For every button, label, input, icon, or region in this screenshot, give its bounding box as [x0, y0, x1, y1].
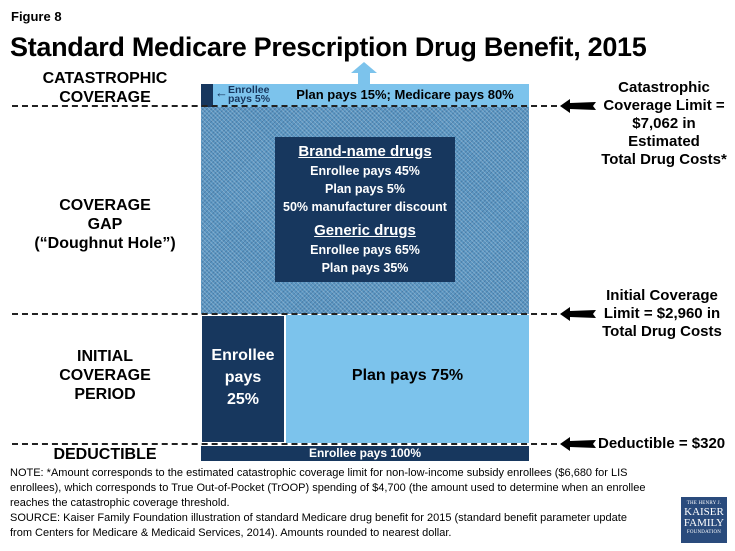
limit-line: Coverage Limit =	[603, 97, 725, 114]
initial-plan-label: Plan pays 75%	[351, 367, 464, 384]
figure-label: Figure 8	[11, 9, 62, 24]
limit-line: Total Drug Costs*	[601, 151, 727, 168]
up-arrow-icon	[351, 62, 377, 85]
label-line: Enrollee	[228, 84, 270, 96]
catastrophic-plan-label: Plan pays 15%; Medicare pays 80%	[296, 87, 514, 102]
phase-label-catastrophic: CATASTROPHIC COVERAGE	[15, 69, 195, 107]
logo-line: THE HENRY J.	[686, 501, 722, 506]
generic-line: Enrollee pays 65%	[310, 243, 420, 257]
kff-logo: THE HENRY J. KAISER FAMILY FOUNDATION	[681, 497, 727, 543]
brand-name-header: Brand-name drugs	[298, 143, 432, 160]
phase-line: CATASTROPHIC	[42, 70, 168, 87]
left-arrow-icon	[560, 307, 596, 321]
note-line: reaches the catastrophic coverage thresh…	[10, 497, 230, 509]
logo-line: FAMILY	[683, 517, 725, 529]
limit-line: $7,062 in	[632, 115, 696, 132]
footnote: NOTE: *Amount corresponds to the estimat…	[10, 466, 660, 541]
catastrophic-enrollee-label: ← Enrollee pays 5%	[215, 84, 271, 105]
note-line: from Centers for Medicare & Medicaid Ser…	[10, 527, 452, 539]
logo-line: KAISER	[684, 506, 724, 518]
initial-enrollee-label: Enrollee pays 25%	[201, 345, 285, 411]
left-arrow-icon	[560, 437, 596, 451]
label-line: Enrollee	[211, 347, 275, 364]
limit-line: Catastrophic	[618, 79, 710, 96]
phase-line: INITIAL	[77, 348, 133, 365]
label-line: pays	[224, 369, 262, 386]
note-line: NOTE: *Amount corresponds to the estimat…	[10, 467, 628, 479]
left-arrow-small-icon: ←	[215, 85, 228, 100]
phase-line: PERIOD	[74, 386, 136, 403]
phase-line: (“Doughnut Hole”)	[34, 235, 176, 252]
label-line: 25%	[226, 391, 260, 408]
note-line: SOURCE: Kaiser Family Foundation illustr…	[10, 512, 627, 524]
note-line: enrollees), which corresponds to True Ou…	[10, 482, 646, 494]
generic-header: Generic drugs	[314, 222, 416, 239]
catastrophic-bar	[201, 84, 529, 107]
brand-line: Enrollee pays 45%	[310, 164, 420, 178]
generic-line: Plan pays 35%	[321, 261, 409, 275]
phase-label-gap: COVERAGE GAP (“Doughnut Hole”)	[15, 196, 195, 253]
catastrophic-enrollee-block	[201, 84, 213, 107]
limit-line: Initial Coverage	[606, 287, 718, 304]
phase-line: COVERAGE	[59, 367, 151, 384]
limit-label-initial: Initial Coverage Limit = $2,960 in Total…	[596, 287, 728, 341]
deductible-label: Enrollee pays 100%	[308, 446, 422, 460]
phase-line: GAP	[87, 216, 123, 233]
limit-label-deductible: Deductible = $320	[598, 435, 726, 452]
threshold-line-initial	[12, 313, 557, 315]
limit-line: Total Drug Costs	[602, 323, 722, 340]
deductible-bar	[201, 446, 529, 461]
logo-line: FOUNDATION	[686, 530, 722, 535]
limit-line: Limit = $2,960 in	[603, 305, 721, 322]
label-line: pays 5%	[228, 93, 271, 105]
brand-line: 50% manufacturer discount	[283, 200, 447, 214]
limit-line: Estimated	[628, 133, 700, 150]
brand-line: Plan pays 5%	[325, 182, 405, 196]
phase-label-initial: INITIAL COVERAGE PERIOD	[15, 347, 195, 404]
threshold-line-catastrophic	[12, 105, 557, 107]
initial-plan-block	[286, 315, 529, 443]
chart-title: Standard Medicare Prescription Drug Bene…	[10, 32, 647, 62]
gap-detail-box: Brand-name drugs Enrollee pays 45% Plan …	[275, 137, 455, 282]
left-arrow-icon	[560, 99, 596, 113]
threshold-line-deductible	[12, 443, 557, 445]
phase-line: COVERAGE	[59, 197, 151, 214]
limit-label-catastrophic: Catastrophic Coverage Limit = $7,062 in …	[598, 79, 730, 169]
phase-label-deductible: DEDUCTIBLE	[53, 446, 157, 463]
phase-line: COVERAGE	[59, 89, 151, 106]
initial-enrollee-block	[201, 315, 285, 443]
